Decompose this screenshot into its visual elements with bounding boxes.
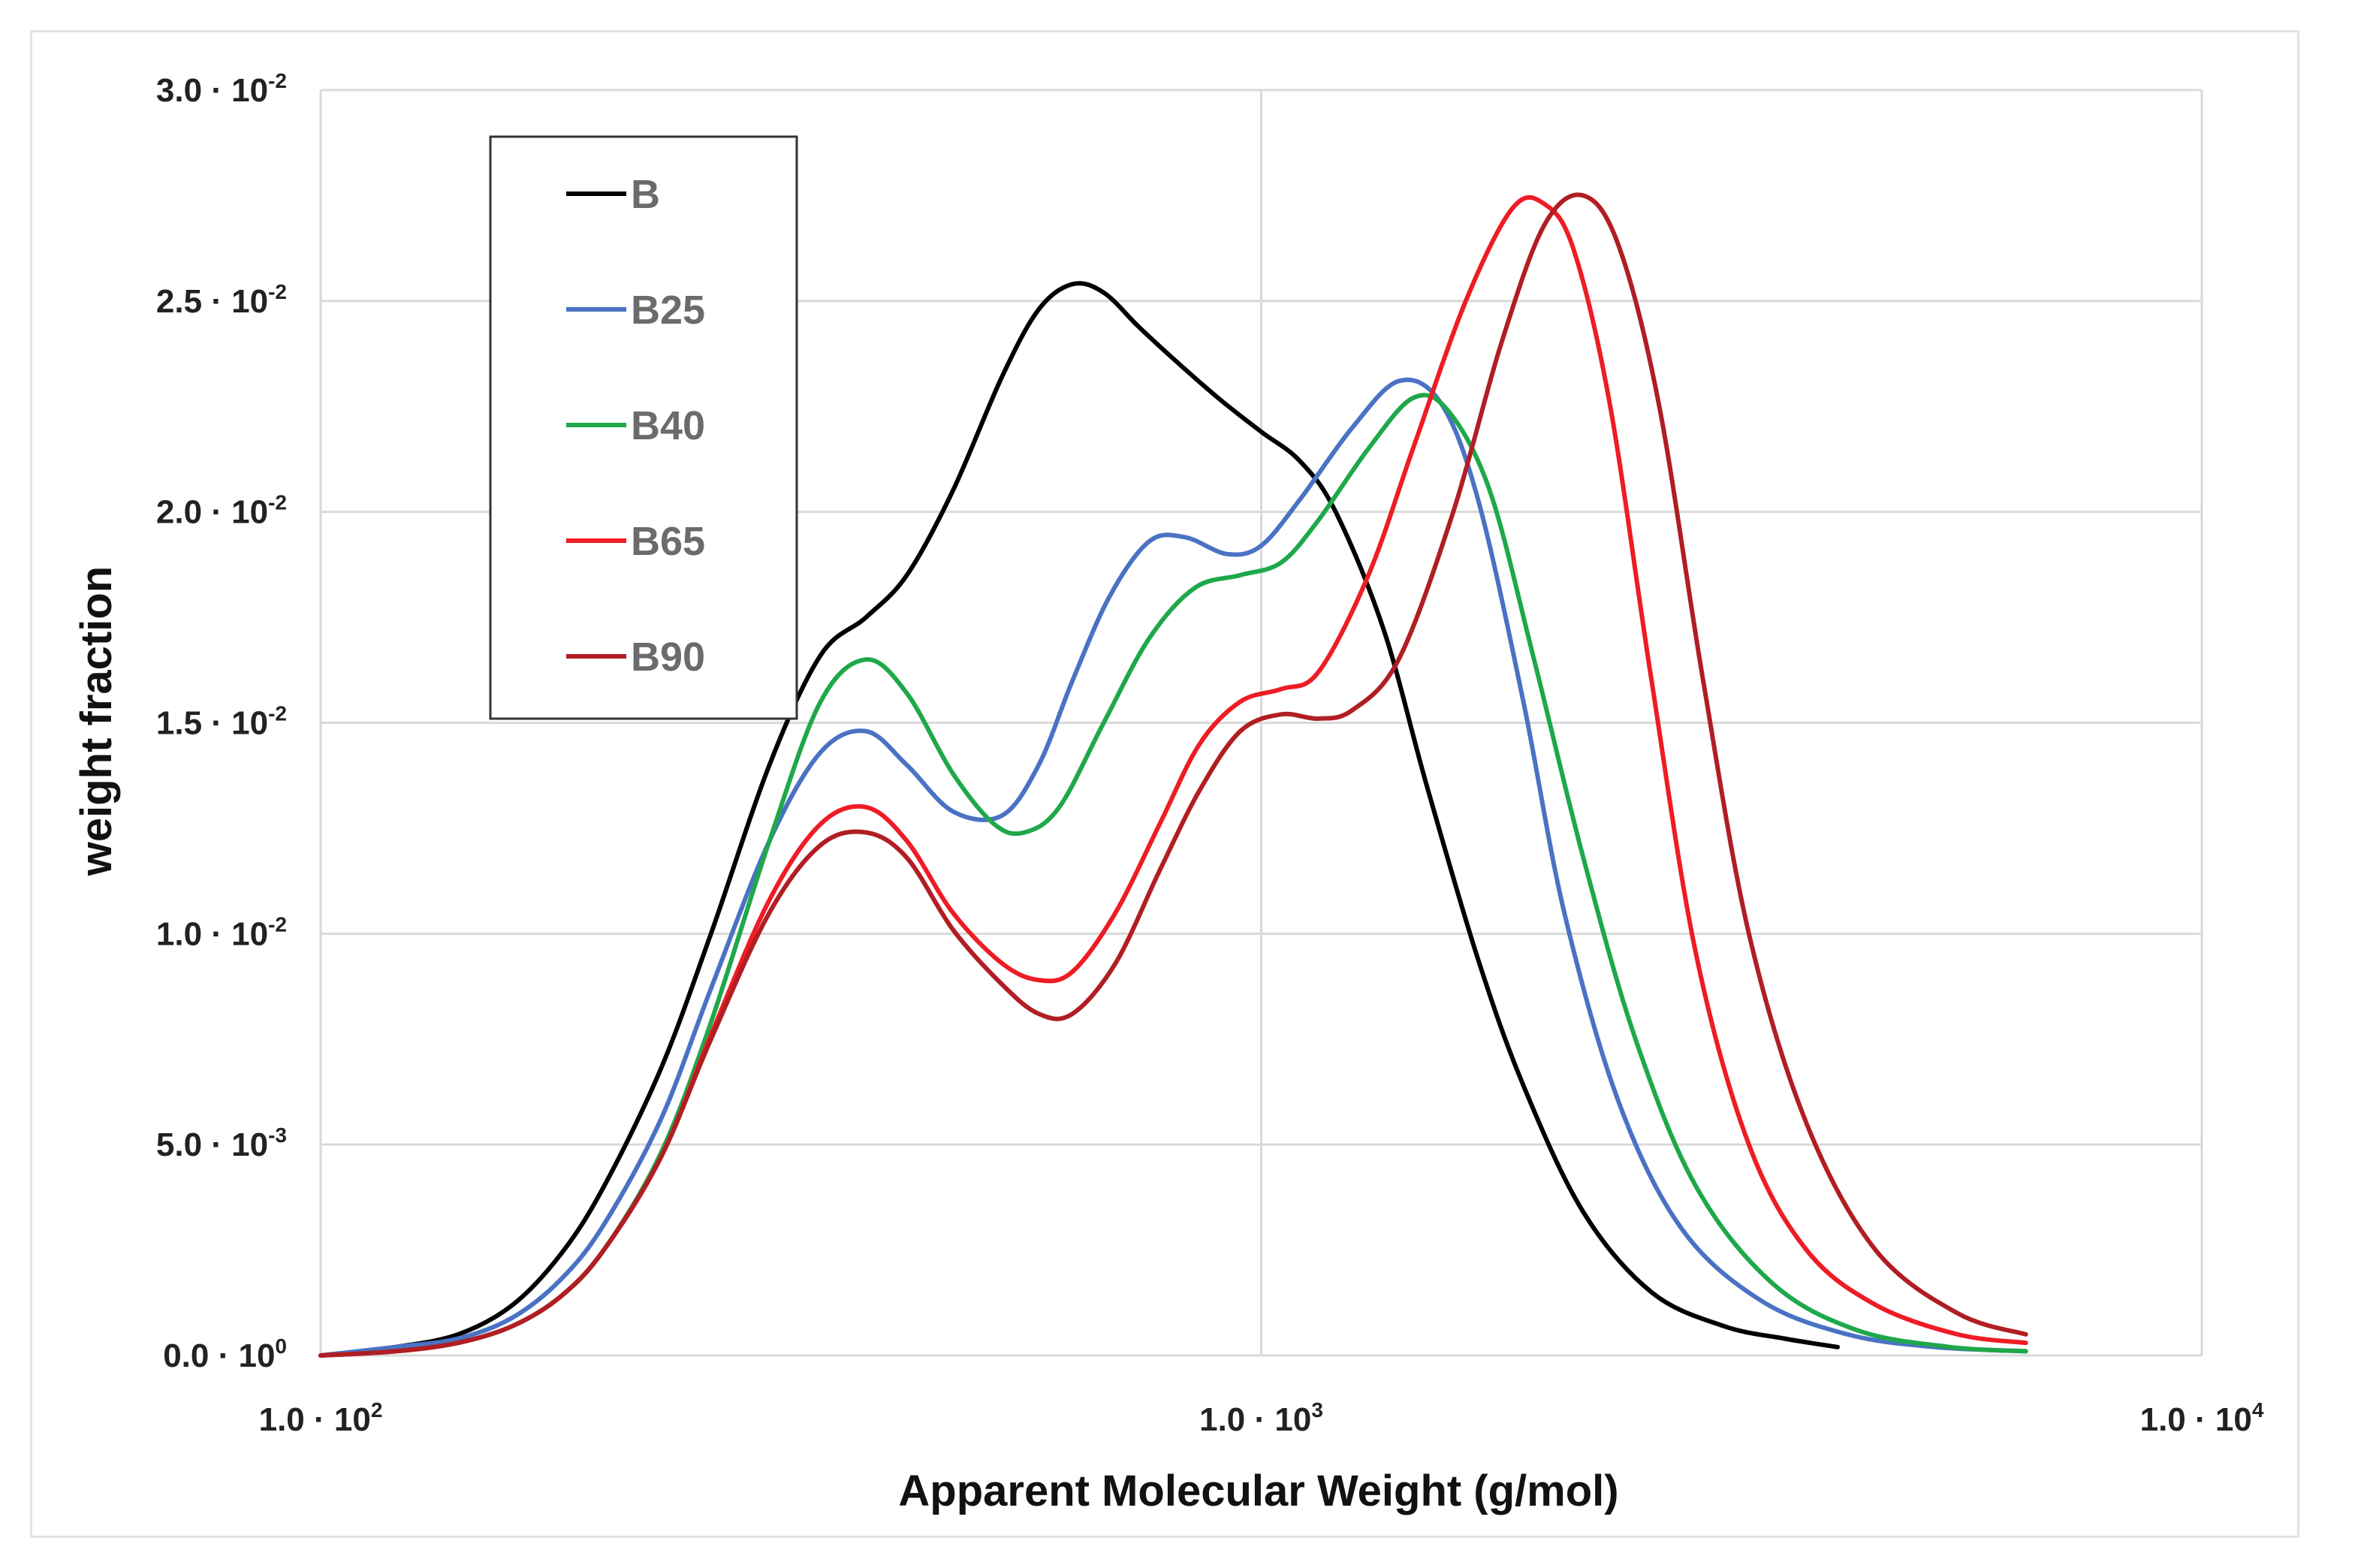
y-tick-exponent: -2 <box>268 491 287 514</box>
legend-label-b: B <box>631 172 660 217</box>
y-tick-base: 0.0 · 10 <box>163 1337 275 1374</box>
x-tick-exponent: 3 <box>1311 1398 1323 1422</box>
x-tick-label: 1.0 · 103 <box>1199 1398 1323 1438</box>
x-tick-exponent: 2 <box>371 1398 383 1422</box>
x-tick-label: 1.0 · 104 <box>2140 1398 2264 1438</box>
y-tick-base: 3.0 · 10 <box>156 72 268 109</box>
x-axis-title: Apparent Molecular Weight (g/mol) <box>898 1467 1618 1515</box>
series-line-b25 <box>318 377 2028 1358</box>
figure-frame <box>30 30 2299 1538</box>
y-tick-exponent: -2 <box>268 912 287 936</box>
x-tick-base: 1.0 · 10 <box>2140 1401 2252 1438</box>
x-tick-base: 1.0 · 10 <box>1199 1401 1311 1438</box>
y-tick-label: 1.5 · 10-2 <box>156 702 287 742</box>
y-tick-label: 1.0 · 10-2 <box>156 912 287 952</box>
y-tick-label: 2.0 · 10-2 <box>156 491 287 531</box>
y-tick-exponent: 0 <box>275 1334 287 1358</box>
series-line-b <box>318 281 1840 1358</box>
y-tick-exponent: -3 <box>268 1123 287 1147</box>
x-tick-label: 1.0 · 102 <box>259 1398 383 1438</box>
y-tick-label: 5.0 · 10-3 <box>156 1123 287 1163</box>
y-tick-label: 3.0 · 10-2 <box>156 69 287 109</box>
y-tick-label: 0.0 · 100 <box>163 1334 287 1374</box>
y-tick-base: 1.0 · 10 <box>156 915 268 952</box>
y-tick-exponent: -2 <box>268 280 287 303</box>
legend-box <box>489 135 798 720</box>
y-tick-base: 5.0 · 10 <box>156 1126 268 1163</box>
y-tick-exponent: -2 <box>268 69 287 92</box>
legend-label-b90: B90 <box>631 635 705 680</box>
y-tick-exponent: -2 <box>268 702 287 725</box>
series-line-b90 <box>318 192 2028 1358</box>
series-layer <box>318 192 2028 1358</box>
y-tick-base: 2.5 · 10 <box>156 283 268 320</box>
y-tick-base: 1.5 · 10 <box>156 705 268 742</box>
y-axis-title: weight fraction <box>72 566 121 876</box>
x-tick-base: 1.0 · 10 <box>259 1401 371 1438</box>
legend-label-b40: B40 <box>631 403 705 448</box>
x-axis-ticks: 1.0 · 102 1.0 · 103 1.0 · 104 <box>259 1398 2264 1438</box>
legend-label-b65: B65 <box>631 519 705 564</box>
legend-label-b25: B25 <box>631 288 705 333</box>
x-tick-exponent: 4 <box>2252 1398 2264 1422</box>
legend: B B25 B40 B65 B90 <box>489 135 798 720</box>
y-tick-base: 2.0 · 10 <box>156 494 268 531</box>
y-tick-label: 2.5 · 10-2 <box>156 280 287 320</box>
